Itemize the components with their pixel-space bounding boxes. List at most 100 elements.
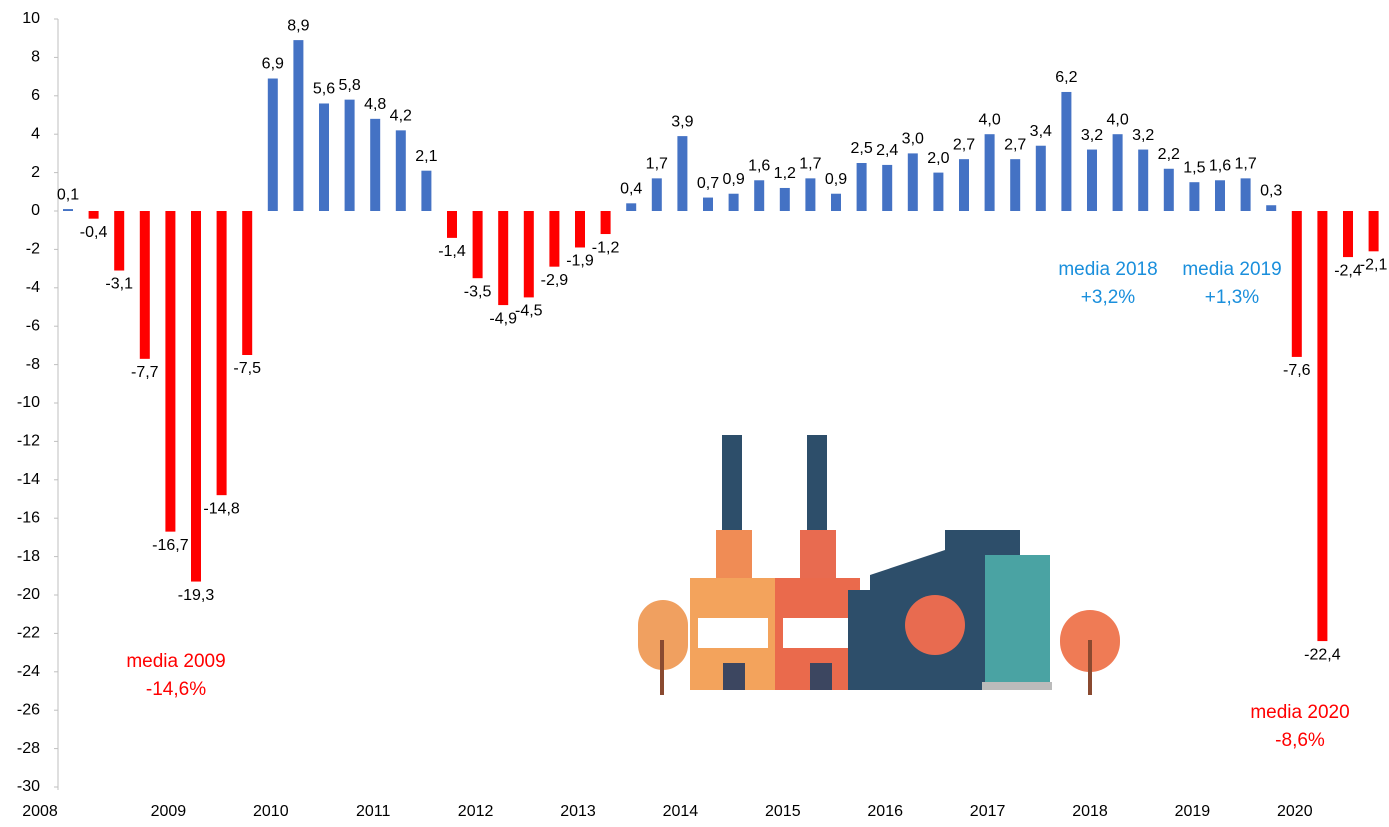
bar [1036, 146, 1046, 211]
annotation: media 2009 [126, 651, 225, 672]
bar [1087, 150, 1097, 211]
y-tick-label: 4 [31, 125, 40, 142]
x-tick-label: 2016 [867, 803, 903, 820]
value-label: 3,2 [1132, 127, 1154, 144]
x-tick-label: 2017 [970, 803, 1006, 820]
bar [1266, 205, 1276, 211]
value-label: -1,4 [438, 243, 466, 260]
bar [63, 209, 73, 211]
bar [575, 211, 585, 247]
value-label: 3,0 [902, 131, 924, 148]
bar [1369, 211, 1379, 251]
value-label: 1,5 [1183, 159, 1205, 176]
bar [319, 103, 329, 211]
bar [217, 211, 227, 495]
value-label: -1,2 [592, 239, 620, 256]
y-tick-label: 10 [22, 10, 40, 27]
value-label: 4,8 [364, 96, 386, 113]
bar [908, 153, 918, 211]
bar [396, 130, 406, 211]
bar [1292, 211, 1302, 357]
bar [1189, 182, 1199, 211]
value-label: 3,4 [1030, 123, 1052, 140]
y-tick-label: -22 [17, 625, 40, 642]
value-label: 2,7 [1004, 136, 1026, 153]
bar [293, 40, 303, 211]
value-label: 0,9 [825, 171, 847, 188]
bar [524, 211, 534, 297]
bar [754, 180, 764, 211]
y-tick-label: -8 [26, 356, 40, 373]
value-label: 4,0 [1106, 111, 1128, 128]
annotation: media 2020 [1250, 702, 1349, 723]
value-label: 6,2 [1055, 69, 1077, 86]
y-tick-label: 2 [31, 164, 40, 181]
value-label: -7,5 [233, 360, 261, 377]
value-label: -2,4 [1334, 262, 1362, 279]
bar [549, 211, 559, 267]
bar [345, 100, 355, 211]
value-label: 0,1 [57, 186, 79, 203]
bar [780, 188, 790, 211]
x-tick-label: 2020 [1277, 803, 1313, 820]
y-tick-label: -24 [17, 663, 40, 680]
bar [473, 211, 483, 278]
y-tick-label: -30 [17, 778, 40, 795]
y-tick-label: 8 [31, 49, 40, 66]
bar [857, 163, 867, 211]
value-label: 4,0 [978, 111, 1000, 128]
value-label: -22,4 [1304, 646, 1341, 663]
value-label: 2,1 [415, 148, 437, 165]
bar [703, 198, 713, 211]
bar [1138, 150, 1148, 211]
bar [191, 211, 201, 582]
bar [114, 211, 124, 271]
value-label: 1,6 [748, 157, 770, 174]
bar [882, 165, 892, 211]
bar [601, 211, 611, 234]
value-label: -4,5 [515, 303, 543, 320]
value-label: 1,2 [774, 165, 796, 182]
value-label: 2,2 [1158, 146, 1180, 163]
y-tick-label: -10 [17, 394, 40, 411]
bar [1113, 134, 1123, 211]
y-tick-label: -26 [17, 701, 40, 718]
value-label: 5,8 [338, 77, 360, 94]
value-label: 6,9 [262, 56, 284, 73]
value-label: -3,1 [105, 276, 133, 293]
value-label: 1,6 [1209, 157, 1231, 174]
value-label: -16,7 [152, 537, 189, 554]
value-label: -3,5 [464, 283, 492, 300]
x-tick-label: 2008 [22, 803, 58, 820]
bar [626, 203, 636, 211]
factory-illustration [638, 435, 1120, 695]
value-label: 0,4 [620, 181, 642, 198]
bar [447, 211, 457, 238]
value-label: -14,8 [203, 500, 240, 517]
annotation: -8,6% [1275, 730, 1325, 751]
annotation: +3,2% [1081, 287, 1136, 308]
annotation: media 2019 [1182, 259, 1281, 280]
annotation: -14,6% [146, 679, 206, 700]
y-tick-label: -16 [17, 509, 40, 526]
x-tick-label: 2012 [458, 803, 494, 820]
value-label: -2,1 [1360, 257, 1388, 274]
bar [1010, 159, 1020, 211]
x-tick-label: 2015 [765, 803, 801, 820]
y-tick-label: -4 [26, 279, 40, 296]
bar [370, 119, 380, 211]
value-label: 1,7 [799, 156, 821, 173]
x-tick-label: 2019 [1175, 803, 1211, 820]
x-tick-label: 2010 [253, 803, 289, 820]
value-label: 2,7 [953, 136, 975, 153]
value-label: -7,7 [131, 364, 159, 381]
bar [1215, 180, 1225, 211]
bar [729, 194, 739, 211]
bar [242, 211, 252, 355]
bar [677, 136, 687, 211]
value-label: 5,6 [313, 81, 335, 98]
x-tick-label: 2013 [560, 803, 596, 820]
y-tick-label: 0 [31, 202, 40, 219]
bar [985, 134, 995, 211]
bar [140, 211, 150, 359]
